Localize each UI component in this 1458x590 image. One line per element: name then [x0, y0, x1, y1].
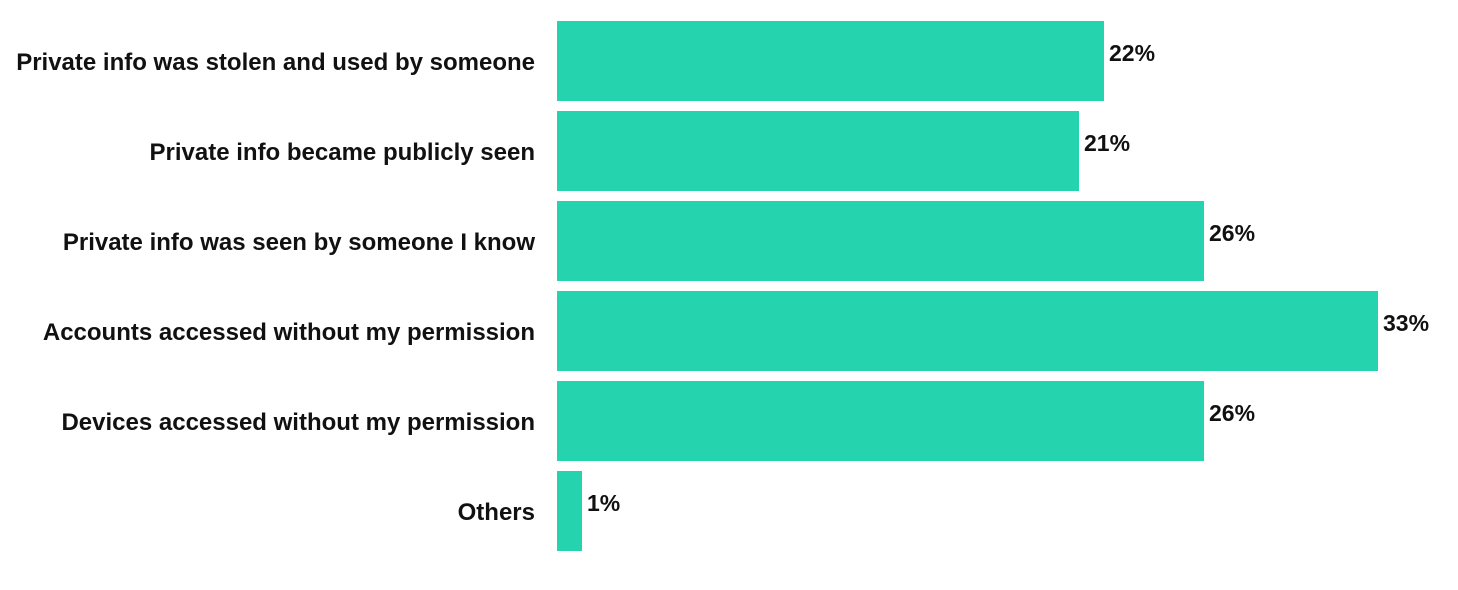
- value-label-0: 22%: [1109, 40, 1155, 66]
- value-label-5: 1%: [587, 490, 620, 516]
- bar-4: [557, 381, 1204, 461]
- category-label-3: Accounts accessed without my permission: [43, 319, 535, 346]
- value-label-2: 26%: [1209, 220, 1255, 246]
- value-label-3: 33%: [1383, 310, 1429, 336]
- value-labels-group: 22% 21% 26% 33% 26% 1%: [587, 40, 1429, 516]
- category-label-4: Devices accessed without my permission: [61, 409, 535, 436]
- value-label-4: 26%: [1209, 400, 1255, 426]
- category-label-5: Others: [458, 499, 535, 526]
- category-labels-group: Private info was stolen and used by some…: [16, 49, 535, 526]
- bars-group: [557, 21, 1378, 551]
- bar-1: [557, 111, 1079, 191]
- bar-3: [557, 291, 1378, 371]
- bar-5: [557, 471, 582, 551]
- category-label-1: Private info became publicly seen: [150, 139, 535, 166]
- bar-2: [557, 201, 1204, 281]
- category-label-0: Private info was stolen and used by some…: [16, 49, 535, 76]
- value-label-1: 21%: [1084, 130, 1130, 156]
- bar-0: [557, 21, 1104, 101]
- category-label-2: Private info was seen by someone I know: [63, 229, 535, 256]
